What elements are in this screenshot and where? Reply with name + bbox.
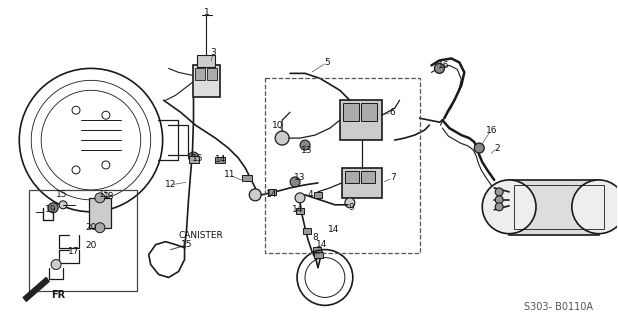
Circle shape xyxy=(249,189,261,201)
Bar xyxy=(242,175,252,181)
Bar xyxy=(208,68,218,80)
Circle shape xyxy=(495,203,503,211)
Circle shape xyxy=(48,203,58,213)
Text: 12: 12 xyxy=(165,180,176,189)
Circle shape xyxy=(275,131,289,145)
Bar xyxy=(514,185,604,229)
Circle shape xyxy=(51,260,61,269)
Text: 3: 3 xyxy=(211,48,216,57)
Text: 19: 19 xyxy=(45,205,57,214)
Bar xyxy=(303,228,311,234)
Bar xyxy=(265,78,420,252)
Circle shape xyxy=(482,180,536,234)
Bar xyxy=(340,100,382,140)
Bar xyxy=(216,157,226,163)
Polygon shape xyxy=(23,277,49,301)
Text: 18: 18 xyxy=(103,192,114,201)
Text: 14: 14 xyxy=(316,240,328,249)
Bar xyxy=(296,208,304,214)
Text: 4: 4 xyxy=(307,190,313,199)
Text: 14: 14 xyxy=(266,190,277,199)
Bar xyxy=(361,171,375,183)
Bar xyxy=(345,171,359,183)
Text: 14: 14 xyxy=(292,205,303,214)
Circle shape xyxy=(59,201,67,209)
Circle shape xyxy=(295,193,305,203)
Circle shape xyxy=(495,196,503,204)
Circle shape xyxy=(95,193,105,203)
Text: 7: 7 xyxy=(390,173,396,182)
Text: 16: 16 xyxy=(486,126,497,135)
Text: 5: 5 xyxy=(324,58,330,67)
Text: 10: 10 xyxy=(273,121,284,130)
Text: 20: 20 xyxy=(85,241,96,250)
Bar xyxy=(188,156,200,163)
Circle shape xyxy=(188,152,198,162)
Circle shape xyxy=(345,198,355,208)
Text: 8: 8 xyxy=(312,233,318,242)
Bar xyxy=(89,198,111,228)
Text: FR: FR xyxy=(51,291,66,300)
Bar xyxy=(29,190,137,292)
Bar xyxy=(268,189,276,195)
Circle shape xyxy=(572,180,618,234)
Text: 16: 16 xyxy=(438,61,449,70)
Text: 9: 9 xyxy=(348,203,353,212)
Bar xyxy=(195,68,205,80)
Text: S303- B0110A: S303- B0110A xyxy=(525,302,593,312)
Text: CANISTER: CANISTER xyxy=(178,231,223,240)
Bar xyxy=(509,180,599,235)
Text: 1: 1 xyxy=(203,8,210,17)
Bar xyxy=(198,55,216,68)
Circle shape xyxy=(434,63,444,73)
Text: 15: 15 xyxy=(99,190,111,199)
Bar xyxy=(313,247,321,252)
Bar xyxy=(343,103,359,121)
Text: 15: 15 xyxy=(192,154,203,163)
Text: 14: 14 xyxy=(328,225,339,234)
Text: 2: 2 xyxy=(494,144,500,153)
Text: 11: 11 xyxy=(224,171,235,180)
Bar xyxy=(361,103,377,121)
Circle shape xyxy=(300,140,310,150)
Bar xyxy=(265,78,420,252)
Circle shape xyxy=(95,223,105,233)
Text: 15: 15 xyxy=(181,240,192,249)
Circle shape xyxy=(495,188,503,196)
Circle shape xyxy=(290,177,300,187)
Text: 6: 6 xyxy=(390,108,396,117)
Bar xyxy=(314,252,323,258)
Text: 13: 13 xyxy=(301,146,313,155)
Circle shape xyxy=(474,143,485,153)
Text: 17: 17 xyxy=(68,247,80,256)
Bar xyxy=(193,65,221,97)
Bar xyxy=(342,168,382,198)
Text: 15: 15 xyxy=(56,190,68,199)
Text: 13: 13 xyxy=(294,173,306,182)
Text: 20: 20 xyxy=(85,223,96,232)
Bar xyxy=(314,192,322,198)
Text: 14: 14 xyxy=(214,156,226,164)
